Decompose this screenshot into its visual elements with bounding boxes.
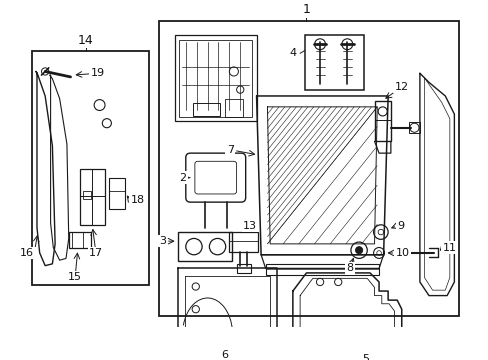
Bar — [179, 40, 251, 117]
Text: 14: 14 — [78, 34, 94, 47]
Text: 2: 2 — [179, 173, 186, 183]
Text: 1: 1 — [302, 3, 310, 16]
Text: 7: 7 — [226, 145, 233, 156]
Text: 5: 5 — [361, 354, 368, 360]
Text: 13: 13 — [243, 221, 257, 231]
Bar — [265, 264, 378, 275]
Bar — [374, 100, 390, 141]
Text: 17: 17 — [89, 248, 103, 258]
Text: 15: 15 — [68, 273, 82, 283]
Bar — [159, 21, 458, 316]
Bar — [108, 177, 125, 210]
Text: 12: 12 — [394, 82, 408, 92]
Text: 19: 19 — [91, 68, 104, 78]
Bar — [31, 51, 149, 285]
Bar — [80, 168, 105, 225]
Bar — [83, 191, 90, 198]
Text: 3: 3 — [159, 236, 165, 246]
Bar — [69, 232, 90, 248]
Text: 10: 10 — [395, 248, 408, 258]
Bar — [236, 264, 251, 273]
Bar — [224, 99, 243, 117]
Text: 8: 8 — [346, 264, 353, 273]
Text: 4: 4 — [289, 48, 296, 58]
Bar — [229, 232, 258, 252]
Text: 18: 18 — [130, 195, 144, 205]
Bar — [193, 103, 220, 116]
Text: 6: 6 — [221, 350, 228, 360]
Text: 11: 11 — [442, 243, 456, 252]
Circle shape — [355, 247, 362, 254]
Text: 9: 9 — [396, 221, 404, 231]
Bar — [175, 35, 256, 121]
Text: 16: 16 — [20, 248, 34, 258]
Text: 14: 14 — [78, 34, 94, 47]
Bar — [177, 232, 232, 261]
Bar — [304, 35, 363, 90]
Bar — [408, 122, 419, 133]
